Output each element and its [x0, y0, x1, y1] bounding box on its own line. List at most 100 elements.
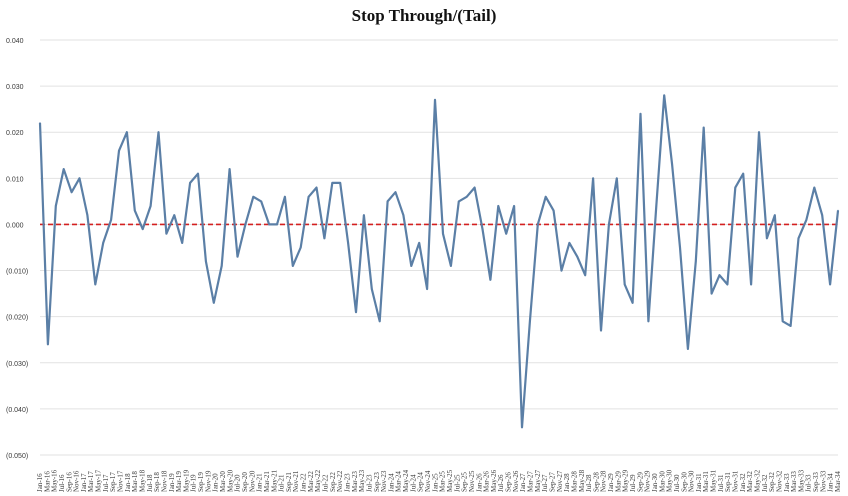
data-point [355, 311, 357, 313]
chart-title: Stop Through/(Tail) [351, 6, 497, 25]
data-point [47, 343, 49, 346]
data-point [149, 205, 152, 207]
data-point [702, 126, 705, 129]
x-tick-label: May-28 [578, 469, 586, 492]
data-point [62, 168, 65, 170]
x-tick-label: Mar-28 [570, 471, 578, 492]
x-tick-label: Mar-24 [395, 471, 403, 492]
x-tick-label: Jul-19 [190, 474, 198, 492]
data-point [750, 283, 752, 286]
x-tick-label: May-22 [314, 469, 322, 492]
data-point [671, 163, 673, 166]
data-point [86, 214, 89, 217]
x-tick-label: Jul-18 [146, 474, 154, 492]
x-tick-label: Jul-33 [805, 474, 813, 492]
data-point [70, 191, 73, 193]
x-tick-label: Sep-30 [680, 472, 688, 492]
x-tick-label: Jan-23 [343, 473, 351, 492]
x-tick-label: Sep-22 [329, 472, 337, 492]
data-point [386, 200, 389, 203]
x-tick-label: Sep-17 [109, 472, 117, 492]
x-tick-label: Mar-34 [834, 471, 842, 492]
x-tick-label: May-24 [402, 469, 410, 492]
x-tick-label: Nov-18 [160, 470, 168, 492]
data-point [189, 182, 191, 184]
x-tick-label: Jan-28 [563, 473, 571, 492]
x-tick-label: Sep-24 [417, 472, 425, 492]
x-tick-label: Sep-20 [241, 472, 249, 492]
data-point [181, 242, 184, 244]
x-tick-label: Jan-21 [256, 473, 264, 492]
x-tick-label: May-20 [226, 469, 234, 492]
x-tick-label: May-27 [534, 469, 542, 492]
x-tick-label: Mar-16 [43, 471, 51, 492]
x-tick-label: Jan-34 [827, 473, 835, 492]
x-tick-label: Sep-33 [812, 472, 820, 492]
data-point [39, 122, 41, 124]
x-tick-label: Jan-32 [739, 473, 747, 492]
data-point [663, 94, 665, 97]
y-tick-label: (0.030) [6, 361, 28, 368]
data-point [513, 205, 515, 207]
data-point [529, 320, 531, 323]
data-point [679, 246, 681, 249]
data-point [205, 260, 207, 263]
x-tick-label: Nov-32 [775, 470, 783, 492]
data-point [837, 209, 839, 212]
x-tick-label: Jan-19 [168, 473, 176, 492]
data-point [639, 112, 642, 115]
data-point [213, 302, 215, 304]
data-point [126, 131, 128, 134]
data-point [781, 320, 784, 323]
data-point [576, 255, 579, 258]
data-point [600, 329, 602, 332]
x-tick-label: Mar-20 [219, 471, 227, 492]
gridlines [40, 39, 838, 456]
data-point [315, 186, 318, 189]
data-point [78, 177, 81, 180]
data-point [307, 195, 310, 198]
x-tick-label: May-25 [446, 469, 454, 492]
x-tick-label: May-16 [51, 469, 59, 492]
x-tick-label: Jan-30 [651, 473, 659, 492]
x-tick-label: Jan-25 [431, 473, 439, 492]
x-tick-label: Sep-27 [548, 472, 556, 492]
series-line [38, 94, 840, 429]
data-point [726, 283, 729, 286]
x-tick-label: Nov-21 [292, 470, 300, 492]
x-tick-label: Nov-29 [644, 470, 652, 492]
data-point [110, 219, 112, 221]
data-point [260, 200, 263, 203]
data-point [418, 242, 421, 244]
x-tick-label: Mar-25 [439, 471, 447, 492]
data-point [450, 265, 452, 267]
x-tick-label: Nov-28 [600, 470, 608, 492]
data-point [55, 205, 57, 207]
y-tick-label: (0.010) [6, 269, 28, 276]
data-point [434, 99, 436, 101]
data-point [402, 214, 405, 217]
x-tick-label: Nov-31 [732, 470, 740, 492]
x-tick-label: May-19 [182, 469, 190, 492]
x-tick-label: May-17 [95, 469, 103, 492]
data-point [141, 228, 144, 230]
data-point [102, 242, 105, 244]
x-tick-label: Jan-29 [607, 473, 615, 492]
x-tick-label: Jan-24 [387, 473, 395, 492]
x-tick-label: Mar-27 [527, 471, 535, 492]
x-tick-label: Sep-16 [65, 472, 73, 492]
x-tick-label: Mar-33 [790, 471, 798, 492]
data-point [821, 214, 823, 217]
x-tick-label: Jul-22 [322, 474, 330, 492]
x-tick-label: Sep-21 [285, 472, 293, 492]
x-tick-label: Jan-20 [212, 473, 220, 492]
x-tick-label: Nov-23 [380, 470, 388, 492]
x-tick-label: Sep-28 [592, 472, 600, 492]
data-point [829, 283, 831, 286]
data-point [284, 195, 286, 198]
x-tick-label: Mar-21 [263, 471, 271, 492]
data-point [197, 172, 199, 175]
series-layer [38, 94, 840, 429]
data-point [505, 232, 507, 235]
